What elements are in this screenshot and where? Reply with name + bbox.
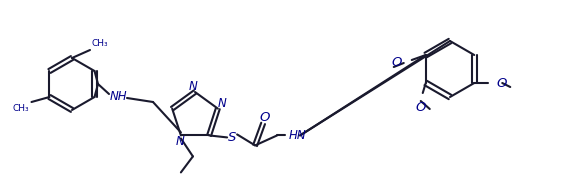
Text: HN: HN	[289, 129, 307, 142]
Text: CH₃: CH₃	[92, 39, 109, 48]
Text: N: N	[176, 135, 184, 148]
Text: O: O	[391, 57, 402, 69]
Text: O: O	[496, 77, 507, 89]
Text: N: N	[189, 80, 197, 93]
Text: O: O	[260, 111, 271, 124]
Text: CH₃: CH₃	[13, 104, 30, 113]
Text: N: N	[217, 97, 226, 110]
Text: O: O	[416, 101, 426, 114]
Text: S: S	[228, 131, 236, 144]
Text: NH: NH	[109, 89, 127, 102]
